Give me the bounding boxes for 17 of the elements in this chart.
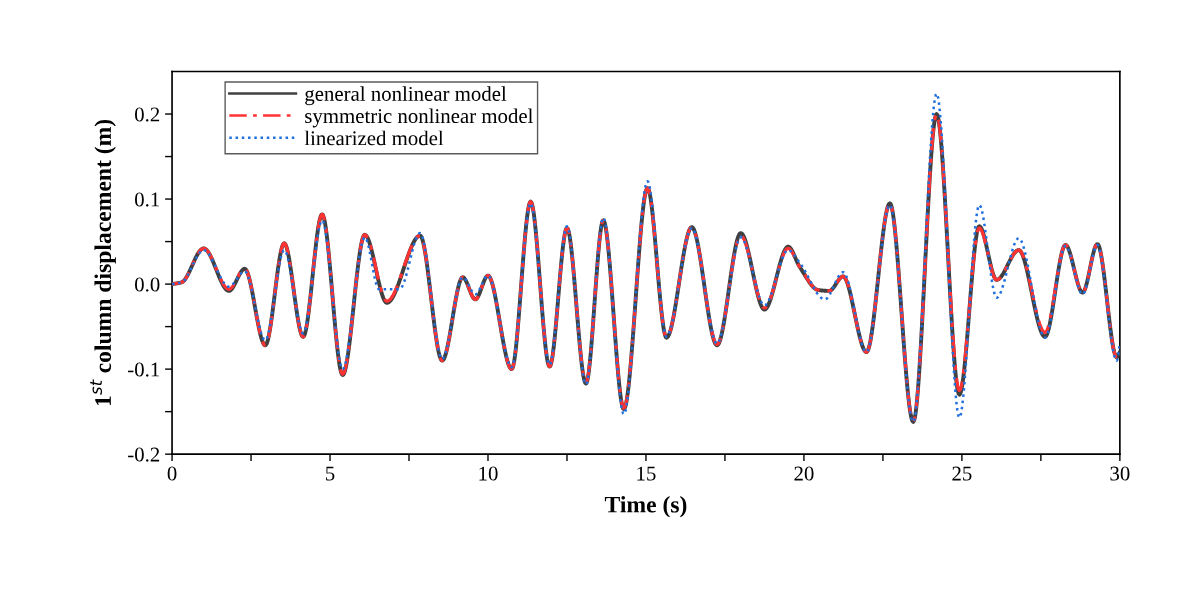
x-tick-label: 20	[794, 466, 814, 481]
y-tick-label: -0.2	[128, 447, 160, 462]
legend-label: general nonlinear model	[305, 86, 507, 106]
x-axis-title: Time (s)	[604, 495, 687, 518]
y-tick-label: 0.2	[135, 107, 160, 122]
legend-label: symmetric nonlinear model	[305, 108, 533, 128]
x-tick-label: 5	[326, 466, 335, 481]
x-tick-label: 15	[637, 466, 656, 481]
legend-label: linearized model	[304, 130, 444, 146]
x-tick-label: 0	[167, 466, 177, 481]
x-tick-label: 25	[952, 466, 972, 481]
y-tick-label: 0.0	[135, 277, 160, 292]
x-tick-label: 30	[1110, 466, 1130, 481]
y-tick-label: 0.1	[135, 192, 159, 207]
y-axis-title: 1$^{st}$ column displacement (m)	[90, 119, 116, 406]
x-tick-label: 10	[479, 466, 498, 481]
y-tick-label: -0.1	[128, 362, 159, 377]
